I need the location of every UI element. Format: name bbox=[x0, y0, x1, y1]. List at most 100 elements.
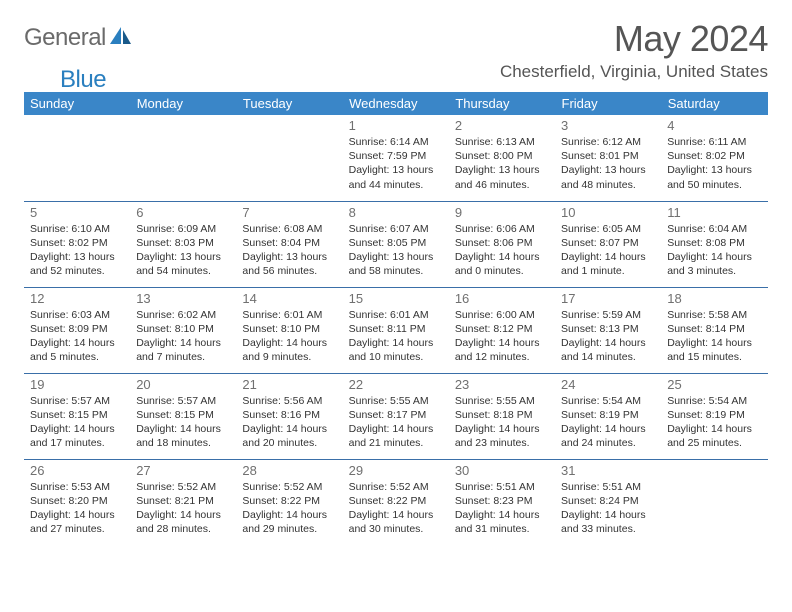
sunrise-text: Sunrise: 6:01 AM bbox=[242, 308, 336, 322]
daylight-text: Daylight: 14 hours and 5 minutes. bbox=[30, 336, 124, 364]
sunset-text: Sunset: 8:14 PM bbox=[667, 322, 761, 336]
sunset-text: Sunset: 8:19 PM bbox=[667, 408, 761, 422]
sunset-text: Sunset: 8:16 PM bbox=[242, 408, 336, 422]
daylight-text: Daylight: 14 hours and 17 minutes. bbox=[30, 422, 124, 450]
sunrise-text: Sunrise: 6:13 AM bbox=[455, 135, 549, 149]
sunset-text: Sunset: 8:13 PM bbox=[561, 322, 655, 336]
day-number: 23 bbox=[455, 377, 549, 392]
sunset-text: Sunset: 8:04 PM bbox=[242, 236, 336, 250]
sunset-text: Sunset: 8:11 PM bbox=[349, 322, 443, 336]
day-details: Sunrise: 5:52 AMSunset: 8:21 PMDaylight:… bbox=[136, 480, 230, 537]
calendar-cell: 8 Sunrise: 6:07 AMSunset: 8:05 PMDaylight… bbox=[343, 201, 449, 287]
daylight-text: Daylight: 13 hours and 48 minutes. bbox=[561, 163, 655, 191]
calendar-cell: 4Sunrise: 6:11 AMSunset: 8:02 PMDaylight… bbox=[661, 115, 767, 201]
brand-part1: General bbox=[24, 24, 106, 52]
day-number: 16 bbox=[455, 291, 549, 306]
day-details: Sunrise: 5:51 AMSunset: 8:23 PMDaylight:… bbox=[455, 480, 549, 537]
sunset-text: Sunset: 8:19 PM bbox=[561, 408, 655, 422]
day-number: 25 bbox=[667, 377, 761, 392]
sunset-text: Sunset: 8:07 PM bbox=[561, 236, 655, 250]
calendar-row: 1 Sunrise: 6:14 AMSunset: 7:59 PMDaylight… bbox=[24, 115, 768, 201]
daylight-text: Daylight: 14 hours and 3 minutes. bbox=[667, 250, 761, 278]
day-details: Sunrise: 5:54 AMSunset: 8:19 PMDaylight:… bbox=[667, 394, 761, 451]
day-details: Sunrise: 5:58 AMSunset: 8:14 PMDaylight:… bbox=[667, 308, 761, 365]
calendar-cell: 26Sunrise: 5:53 AMSunset: 8:20 PMDayligh… bbox=[24, 459, 130, 545]
calendar-cell: 13Sunrise: 6:02 AMSunset: 8:10 PMDayligh… bbox=[130, 287, 236, 373]
calendar-cell bbox=[236, 115, 342, 201]
day-number: 14 bbox=[242, 291, 336, 306]
day-number: 20 bbox=[136, 377, 230, 392]
day-details: Sunrise: 5:56 AMSunset: 8:16 PMDaylight:… bbox=[242, 394, 336, 451]
title-block: May 2024 Chesterfield, Virginia, United … bbox=[500, 18, 768, 82]
dayhead-wed: Wednesday bbox=[343, 92, 449, 115]
daylight-text: Daylight: 14 hours and 12 minutes. bbox=[455, 336, 549, 364]
dayhead-mon: Monday bbox=[130, 92, 236, 115]
calendar-cell: 17Sunrise: 5:59 AMSunset: 8:13 PMDayligh… bbox=[555, 287, 661, 373]
calendar-cell: 2Sunrise: 6:13 AMSunset: 8:00 PMDaylight… bbox=[449, 115, 555, 201]
calendar-cell: 20 Sunrise: 5:57 AMSunset: 8:15 PMDayligh… bbox=[130, 373, 236, 459]
sunrise-text: Sunrise: 6:01 AM bbox=[349, 308, 443, 322]
day-details: Sunrise: 5:54 AMSunset: 8:19 PMDaylight:… bbox=[561, 394, 655, 451]
sunrise-text: Sunrise: 6:07 AM bbox=[349, 222, 443, 236]
day-details: Sunrise: 6:12 AMSunset: 8:01 PMDaylight:… bbox=[561, 135, 655, 192]
day-number: 13 bbox=[136, 291, 230, 306]
sunset-text: Sunset: 8:10 PM bbox=[242, 322, 336, 336]
day-number: 15 bbox=[349, 291, 443, 306]
calendar-table: Sunday Monday Tuesday Wednesday Thursday… bbox=[24, 92, 768, 545]
calendar-cell: 7Sunrise: 6:08 AMSunset: 8:04 PMDaylight… bbox=[236, 201, 342, 287]
sunrise-text: Sunrise: 6:08 AM bbox=[242, 222, 336, 236]
day-number: 30 bbox=[455, 463, 549, 478]
day-number: 6 bbox=[136, 205, 230, 220]
day-details: Sunrise: 6:14 AMSunset: 7:59 PMDaylight:… bbox=[349, 135, 443, 192]
day-number: 8 bbox=[349, 205, 443, 220]
calendar-row: 19Sunrise: 5:57 AMSunset: 8:15 PMDayligh… bbox=[24, 373, 768, 459]
dayhead-thu: Thursday bbox=[449, 92, 555, 115]
sunrise-text: Sunrise: 5:52 AM bbox=[242, 480, 336, 494]
daylight-text: Daylight: 13 hours and 56 minutes. bbox=[242, 250, 336, 278]
sunrise-text: Sunrise: 5:53 AM bbox=[30, 480, 124, 494]
sunrise-text: Sunrise: 6:14 AM bbox=[349, 135, 443, 149]
daylight-text: Daylight: 14 hours and 33 minutes. bbox=[561, 508, 655, 536]
daylight-text: Daylight: 14 hours and 9 minutes. bbox=[242, 336, 336, 364]
day-number: 1 bbox=[349, 118, 443, 133]
day-number: 26 bbox=[30, 463, 124, 478]
sunrise-text: Sunrise: 5:58 AM bbox=[667, 308, 761, 322]
calendar-cell: 5Sunrise: 6:10 AMSunset: 8:02 PMDaylight… bbox=[24, 201, 130, 287]
calendar-cell: 24Sunrise: 5:54 AMSunset: 8:19 PMDayligh… bbox=[555, 373, 661, 459]
sunrise-text: Sunrise: 5:52 AM bbox=[349, 480, 443, 494]
daylight-text: Daylight: 13 hours and 54 minutes. bbox=[136, 250, 230, 278]
sunset-text: Sunset: 8:02 PM bbox=[667, 149, 761, 163]
sunrise-text: Sunrise: 5:54 AM bbox=[667, 394, 761, 408]
sunrise-text: Sunrise: 6:06 AM bbox=[455, 222, 549, 236]
calendar-cell: 9Sunrise: 6:06 AMSunset: 8:06 PMDaylight… bbox=[449, 201, 555, 287]
calendar-cell bbox=[24, 115, 130, 201]
sunset-text: Sunset: 8:12 PM bbox=[455, 322, 549, 336]
day-details: Sunrise: 5:55 AMSunset: 8:17 PMDaylight:… bbox=[349, 394, 443, 451]
calendar-cell: 23Sunrise: 5:55 AMSunset: 8:18 PMDayligh… bbox=[449, 373, 555, 459]
calendar-cell: 3 Sunrise: 6:12 AMSunset: 8:01 PMDaylight… bbox=[555, 115, 661, 201]
daylight-text: Daylight: 13 hours and 44 minutes. bbox=[349, 163, 443, 191]
sunrise-text: Sunrise: 6:11 AM bbox=[667, 135, 761, 149]
daylight-text: Daylight: 14 hours and 27 minutes. bbox=[30, 508, 124, 536]
day-number: 17 bbox=[561, 291, 655, 306]
sunrise-text: Sunrise: 5:55 AM bbox=[455, 394, 549, 408]
day-number: 31 bbox=[561, 463, 655, 478]
calendar-cell: 19Sunrise: 5:57 AMSunset: 8:15 PMDayligh… bbox=[24, 373, 130, 459]
calendar-cell: 28Sunrise: 5:52 AMSunset: 8:22 PMDayligh… bbox=[236, 459, 342, 545]
calendar-cell: 31 Sunrise: 5:51 AMSunset: 8:24 PMDayligh… bbox=[555, 459, 661, 545]
day-number: 9 bbox=[455, 205, 549, 220]
sunrise-text: Sunrise: 5:57 AM bbox=[136, 394, 230, 408]
day-details: Sunrise: 5:57 AMSunset: 8:15 PMDaylight:… bbox=[136, 394, 230, 451]
daylight-text: Daylight: 13 hours and 52 minutes. bbox=[30, 250, 124, 278]
day-number: 3 bbox=[561, 118, 655, 133]
calendar-cell bbox=[130, 115, 236, 201]
location: Chesterfield, Virginia, United States bbox=[500, 62, 768, 82]
sunset-text: Sunset: 8:02 PM bbox=[30, 236, 124, 250]
brand-logo: General bbox=[24, 24, 134, 52]
day-details: Sunrise: 6:07 AMSunset: 8:05 PMDaylight:… bbox=[349, 222, 443, 279]
sunset-text: Sunset: 8:21 PM bbox=[136, 494, 230, 508]
day-details: Sunrise: 5:51 AMSunset: 8:24 PMDaylight:… bbox=[561, 480, 655, 537]
day-details: Sunrise: 5:57 AMSunset: 8:15 PMDaylight:… bbox=[30, 394, 124, 451]
daylight-text: Daylight: 14 hours and 0 minutes. bbox=[455, 250, 549, 278]
calendar-cell: 27Sunrise: 5:52 AMSunset: 8:21 PMDayligh… bbox=[130, 459, 236, 545]
